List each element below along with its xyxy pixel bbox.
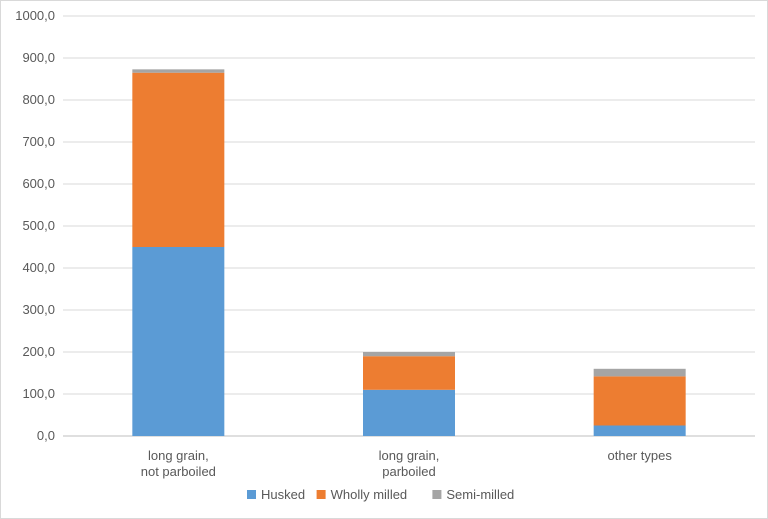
y-tick-label: 700,0 [22,134,55,149]
legend: Husked Wholly milled Semi-milled [247,487,514,502]
x-category-label: long grain, [379,448,440,463]
y-tick-label: 1000,0 [15,8,55,23]
y-tick-label: 800,0 [22,92,55,107]
legend-swatch [432,490,442,499]
bar-segment-semi-milled [132,69,225,73]
bar-segment-husked [132,247,225,436]
legend-label: Husked [261,487,305,502]
y-tick-label: 600,0 [22,176,55,191]
legend-label: Wholly milled [331,487,408,502]
y-tick-label: 500,0 [22,218,55,233]
x-category-label: long grain, [148,448,209,463]
legend-label: Semi-milled [446,487,514,502]
bar-segment-wholly-milled [132,72,225,247]
bar-segment-semi-milled [593,368,686,377]
legend-swatch [247,490,256,499]
bar-segment-semi-milled [363,352,455,357]
bar-segment-wholly-milled [363,356,455,390]
y-axis-ticks: 0,0 100,0 200,0 300,0 400,0 500,0 600,0 700,0 80… [15,8,55,443]
bar-segment-husked [363,389,455,436]
bars [132,69,686,436]
y-tick-label: 200,0 [22,344,55,359]
y-tick-label: 300,0 [22,302,55,317]
x-category-label: not parboiled [141,464,216,479]
bar-segment-husked [593,425,686,436]
y-tick-label: 400,0 [22,260,55,275]
x-category-label: parboiled [382,464,436,479]
x-category-label: other types [608,448,673,463]
y-tick-label: 100,0 [22,386,55,401]
y-tick-label: 0,0 [37,428,55,443]
legend-swatch [316,490,326,499]
y-tick-label: 900,0 [22,50,55,65]
bar-segment-wholly-milled [593,376,686,426]
